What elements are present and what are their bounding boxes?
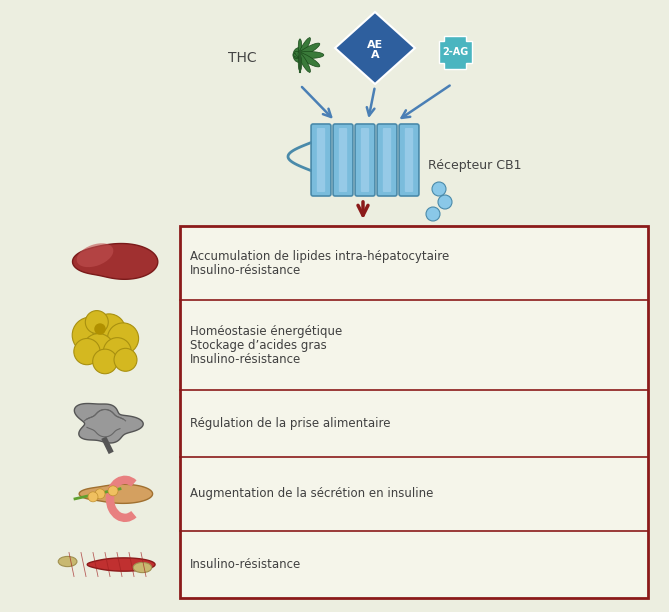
Circle shape bbox=[95, 489, 105, 499]
Circle shape bbox=[432, 182, 446, 196]
FancyBboxPatch shape bbox=[405, 128, 413, 192]
Ellipse shape bbox=[295, 43, 320, 59]
Circle shape bbox=[74, 338, 100, 365]
Circle shape bbox=[93, 314, 126, 346]
Polygon shape bbox=[79, 484, 153, 504]
Text: THC: THC bbox=[227, 51, 256, 65]
FancyBboxPatch shape bbox=[355, 124, 375, 196]
Ellipse shape bbox=[58, 556, 77, 567]
Ellipse shape bbox=[298, 52, 310, 72]
Circle shape bbox=[94, 323, 106, 335]
Circle shape bbox=[103, 338, 131, 365]
Ellipse shape bbox=[298, 56, 302, 71]
Ellipse shape bbox=[293, 47, 307, 62]
Text: AE
A: AE A bbox=[367, 40, 383, 61]
FancyBboxPatch shape bbox=[317, 128, 325, 192]
FancyBboxPatch shape bbox=[311, 124, 331, 196]
Ellipse shape bbox=[298, 39, 302, 54]
Circle shape bbox=[108, 323, 138, 354]
Polygon shape bbox=[87, 558, 155, 571]
Ellipse shape bbox=[298, 37, 310, 58]
Text: Accumulation de lipides intra-hépatocytaire: Accumulation de lipides intra-hépatocyta… bbox=[190, 250, 450, 263]
FancyBboxPatch shape bbox=[377, 124, 397, 196]
FancyBboxPatch shape bbox=[361, 128, 369, 192]
Ellipse shape bbox=[133, 562, 152, 573]
Ellipse shape bbox=[295, 51, 320, 67]
Circle shape bbox=[88, 492, 98, 502]
Circle shape bbox=[86, 311, 108, 334]
Text: Régulation de la prise alimentaire: Régulation de la prise alimentaire bbox=[190, 417, 391, 430]
Text: Insulino-résistance: Insulino-résistance bbox=[190, 353, 301, 365]
Text: Stockage d’acides gras: Stockage d’acides gras bbox=[190, 338, 326, 351]
Text: Insulino-résistance: Insulino-résistance bbox=[190, 558, 301, 571]
Text: Insulino-résistance: Insulino-résistance bbox=[190, 264, 301, 277]
Ellipse shape bbox=[77, 243, 113, 267]
FancyBboxPatch shape bbox=[399, 124, 419, 196]
Circle shape bbox=[72, 317, 108, 353]
Circle shape bbox=[108, 486, 118, 496]
FancyBboxPatch shape bbox=[180, 226, 648, 598]
Circle shape bbox=[83, 334, 114, 365]
FancyBboxPatch shape bbox=[383, 128, 391, 192]
Polygon shape bbox=[72, 244, 158, 279]
FancyBboxPatch shape bbox=[339, 128, 347, 192]
Circle shape bbox=[114, 348, 137, 371]
Polygon shape bbox=[438, 35, 472, 69]
Circle shape bbox=[438, 195, 452, 209]
Text: Homéostasie énergétique: Homéostasie énergétique bbox=[190, 324, 343, 338]
Circle shape bbox=[426, 207, 440, 221]
Polygon shape bbox=[74, 403, 143, 443]
Circle shape bbox=[93, 349, 117, 374]
FancyBboxPatch shape bbox=[333, 124, 353, 196]
Text: Augmentation de la sécrétion en insuline: Augmentation de la sécrétion en insuline bbox=[190, 487, 434, 501]
Text: 2-AG: 2-AG bbox=[442, 47, 468, 57]
Ellipse shape bbox=[293, 51, 324, 59]
Polygon shape bbox=[335, 12, 415, 84]
Text: Récepteur CB1: Récepteur CB1 bbox=[428, 159, 522, 171]
